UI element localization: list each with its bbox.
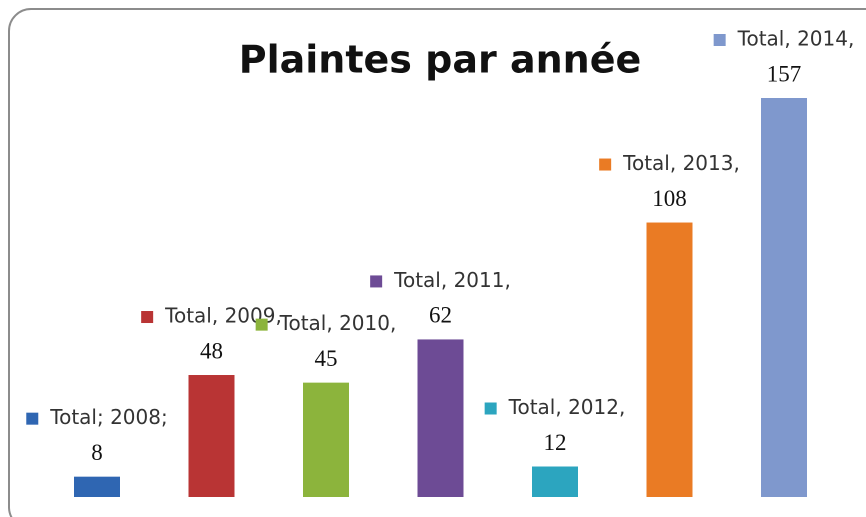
- bar: [761, 98, 807, 497]
- legend-swatch: [713, 34, 726, 46]
- category-label: Total, 2011,: [393, 268, 511, 292]
- legend-swatch: [370, 275, 383, 288]
- legend-swatch: [484, 402, 497, 415]
- legend-swatch: [599, 158, 612, 171]
- legend-swatch: [255, 318, 268, 331]
- data-label: 8: [91, 440, 103, 465]
- category-label: Total, 2014,: [737, 27, 855, 51]
- bar: [188, 375, 235, 497]
- bar: [303, 382, 349, 497]
- data-label: 48: [200, 338, 223, 363]
- category-label: Total, 2010,: [279, 311, 397, 335]
- category-label: Total, 2013,: [622, 151, 740, 175]
- bar: [417, 339, 464, 497]
- data-label: 157: [767, 61, 802, 86]
- bar: [532, 466, 578, 497]
- data-label: 12: [544, 430, 567, 455]
- bar: [74, 476, 120, 497]
- category-label: Total, 2012,: [508, 395, 626, 419]
- legend-swatch: [141, 311, 154, 324]
- legend-swatch: [26, 412, 39, 425]
- bar: [646, 222, 693, 497]
- data-label: 45: [315, 346, 338, 371]
- category-label: Total; 2008;: [49, 405, 167, 429]
- chart-title: Plaintes par année: [239, 38, 642, 82]
- data-label: 108: [652, 186, 687, 211]
- data-label: 62: [429, 303, 452, 328]
